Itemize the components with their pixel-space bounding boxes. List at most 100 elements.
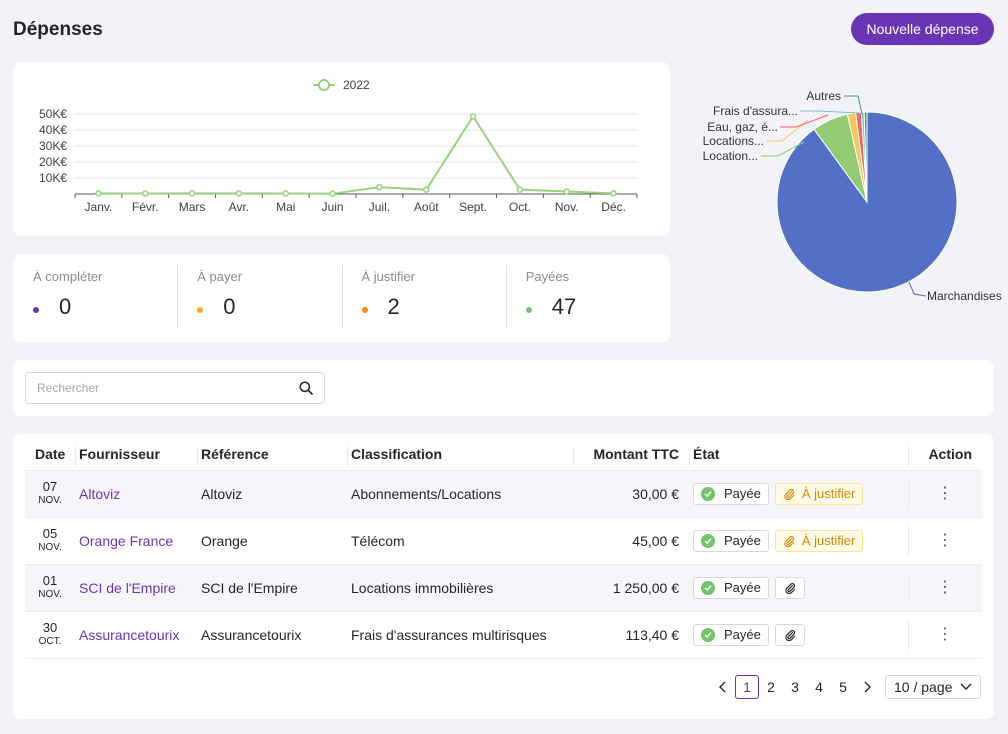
- legend-label: 2022: [343, 78, 370, 92]
- stat-block[interactable]: À compléter 0: [13, 254, 177, 342]
- status-badge-paid: Payée: [693, 576, 769, 599]
- search-icon[interactable]: [298, 380, 314, 396]
- col-date[interactable]: Date: [25, 438, 75, 471]
- line-chart-card: 2022 10K€ 20K€ 30K€ 40K€ 50K€ Janv. Févr. Mars Av…: [13, 62, 670, 236]
- stat-value: 2: [387, 294, 400, 319]
- col-classification[interactable]: Classification: [347, 438, 573, 471]
- table-row[interactable]: 30 OCT. Assurancetourix Assurancetourix Frai…: [25, 611, 982, 659]
- x-tick-label: Janv.: [85, 200, 113, 214]
- data-point[interactable]: [188, 190, 196, 197]
- table-header-row: Date Fournisseur Référence Classificatio…: [25, 438, 982, 471]
- date-month: NOV.: [38, 494, 62, 506]
- col-amount[interactable]: Montant TTC: [573, 438, 689, 471]
- table-row[interactable]: 07 NOV. Altoviz Altoviz Abonnements/Location…: [25, 470, 982, 518]
- justify-badge[interactable]: À justifier: [774, 529, 864, 552]
- status-cell: Payée: [689, 611, 908, 659]
- stat-label: À justifier: [361, 269, 415, 284]
- amount-cell: 1 250,00 €: [573, 564, 689, 612]
- stat-block[interactable]: À payer 0: [177, 254, 341, 342]
- data-point[interactable]: [282, 190, 289, 197]
- amount-cell: 113,40 €: [573, 611, 689, 659]
- stat-row: 2: [361, 294, 486, 320]
- more-actions-icon[interactable]: ⋮: [937, 485, 953, 502]
- series-line-2022: [98, 114, 614, 195]
- reference-cell: Altoviz: [197, 470, 347, 518]
- supplier-link[interactable]: Assurancetourix: [79, 626, 180, 643]
- paperclip-icon: [784, 629, 796, 641]
- line-chart: 2022 10K€ 20K€ 30K€ 40K€ 50K€ Janv. Févr. Mars Av…: [39, 78, 638, 214]
- legend[interactable]: 2022: [313, 78, 370, 92]
- justify-label: À justifier: [801, 486, 856, 501]
- check-circle-icon: [701, 533, 715, 548]
- date-day: 05: [42, 525, 58, 541]
- page-5-button[interactable]: 5: [839, 679, 847, 695]
- page-size-value: 10 / page: [894, 679, 953, 695]
- pie-label: Locations...: [703, 134, 764, 148]
- y-tick-label: 40K€: [39, 123, 67, 137]
- page-2-button[interactable]: 2: [767, 679, 775, 695]
- search-input[interactable]: [26, 373, 286, 403]
- col-action: Action: [908, 438, 982, 471]
- stat-block[interactable]: Payées 47: [505, 254, 670, 342]
- pie-slice[interactable]: [863, 111, 868, 203]
- pie-label: Autres: [806, 89, 841, 103]
- col-supplier[interactable]: Fournisseur: [75, 438, 197, 471]
- data-point[interactable]: [423, 186, 430, 193]
- table-row[interactable]: 05 NOV. Orange France Orange Télécom 45,00 € P…: [25, 517, 982, 565]
- supplier-link[interactable]: SCI de l'Empire: [79, 579, 176, 596]
- more-actions-icon[interactable]: ⋮: [937, 579, 953, 596]
- more-actions-icon[interactable]: ⋮: [937, 532, 953, 549]
- attachment-button[interactable]: [774, 623, 805, 646]
- justify-label: À justifier: [801, 533, 856, 548]
- supplier-link[interactable]: Orange France: [79, 532, 174, 549]
- pie-label-line: [844, 95, 863, 115]
- status-dot: [197, 307, 204, 313]
- new-expense-button[interactable]: Nouvelle dépense: [851, 13, 994, 45]
- page-3-button[interactable]: 3: [791, 679, 799, 695]
- col-reference[interactable]: Référence: [197, 438, 347, 471]
- data-point[interactable]: [469, 113, 477, 120]
- attachment-button[interactable]: [774, 576, 805, 599]
- page-size-select[interactable]: 10 / page: [885, 675, 981, 699]
- page-4-button[interactable]: 4: [815, 679, 823, 695]
- status-summary: À compléter 0 À payer 0 À justifier 2 Payées 47: [13, 254, 670, 342]
- reference-cell: Assurancetourix: [197, 611, 347, 659]
- status-label: Payée: [724, 533, 761, 548]
- col-status[interactable]: État: [689, 438, 908, 471]
- y-tick-label: 30K€: [39, 139, 67, 153]
- stat-value: 47: [551, 294, 577, 319]
- table-row[interactable]: 01 NOV. SCI de l'Empire SCI de l'Empire Loca…: [25, 564, 982, 612]
- x-tick-label: Mai: [276, 200, 295, 214]
- page-title: Dépenses: [13, 19, 103, 40]
- y-tick-label: 10K€: [39, 171, 67, 185]
- prev-page-icon[interactable]: [711, 675, 735, 699]
- data-point[interactable]: [563, 188, 570, 195]
- date-month: OCT.: [38, 635, 62, 647]
- supplier-cell: Orange France: [75, 517, 197, 565]
- data-point[interactable]: [142, 190, 149, 197]
- date-day: 30: [42, 619, 58, 635]
- search-card: [13, 360, 994, 416]
- next-page-icon[interactable]: [855, 675, 879, 699]
- data-point[interactable]: [516, 186, 524, 193]
- page-1-button[interactable]: 1: [735, 675, 759, 699]
- paperclip-icon: [784, 582, 796, 594]
- more-actions-icon[interactable]: ⋮: [937, 626, 953, 643]
- status-label: Payée: [724, 580, 761, 595]
- supplier-link[interactable]: Altoviz: [79, 485, 121, 502]
- pie-chart: Marchandises Location...Locations...Eau, …: [703, 89, 1002, 303]
- x-tick-label: Juil.: [369, 200, 390, 214]
- data-point[interactable]: [376, 183, 383, 191]
- justify-badge[interactable]: À justifier: [774, 482, 864, 505]
- status-cell: Payée: [689, 564, 908, 612]
- stat-block[interactable]: À justifier 2: [341, 254, 506, 342]
- data-point[interactable]: [329, 190, 336, 197]
- stat-row: 0: [197, 294, 321, 320]
- x-tick-label: Mars: [179, 200, 206, 214]
- classification-cell: Locations immobilières: [347, 564, 573, 612]
- data-point[interactable]: [235, 190, 243, 197]
- data-point[interactable]: [610, 190, 617, 197]
- y-tick-label: 20K€: [39, 155, 67, 169]
- data-point[interactable]: [95, 190, 102, 197]
